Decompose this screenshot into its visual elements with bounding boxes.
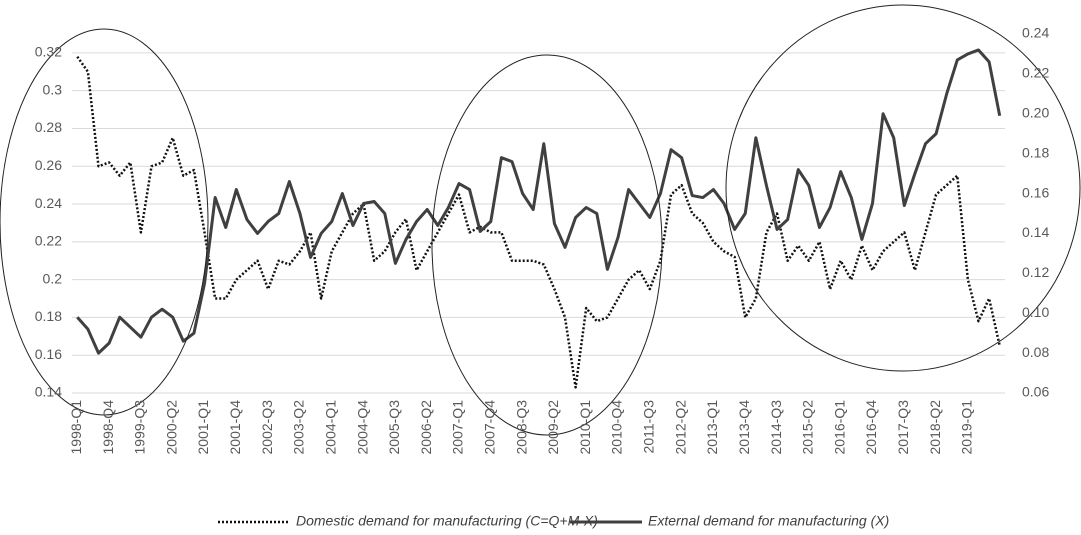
x-tick-label: 2002-Q3 [259, 400, 275, 455]
y2-tick-label: 0.06 [1022, 384, 1049, 400]
x-tick-label: 2011-Q3 [641, 400, 657, 454]
x-tick-label: 2001-Q1 [195, 400, 211, 455]
x-tick-label: 2019-Q1 [959, 400, 975, 455]
x-tick-label: 2010-Q4 [609, 400, 625, 455]
y2-tick-label: 0.10 [1022, 304, 1049, 320]
x-tick-label: 2004-Q1 [322, 400, 338, 455]
x-tick-label: 2013-Q4 [736, 400, 752, 455]
x-tick-label: 2001-Q4 [227, 400, 243, 455]
y2-tick-label: 0.22 [1022, 65, 1049, 81]
y2-tick-label: 0.16 [1022, 184, 1049, 200]
y-tick-label: 0.18 [35, 308, 62, 324]
x-tick-label: 2009-Q2 [545, 400, 561, 455]
y-tick-label: 0.14 [35, 384, 62, 400]
x-tick-label: 2008-Q3 [513, 400, 529, 455]
y-tick-label: 0.26 [35, 157, 62, 173]
x-tick-label: 1998-Q1 [68, 400, 84, 455]
x-tick-label: 2017-Q3 [895, 400, 911, 455]
x-tick-label: 2018-Q2 [927, 400, 943, 455]
data-line [76, 48, 1002, 355]
y-tick-label: 0.24 [35, 195, 62, 211]
x-tick-label: 1998-Q4 [100, 400, 116, 455]
x-tick-label: 2000-Q2 [163, 400, 179, 455]
x-tick-label: 2007-Q4 [481, 400, 497, 455]
highlight-ellipse [431, 54, 663, 436]
y2-tick-label: 0.08 [1022, 344, 1049, 360]
legend-label: External demand for manufacturing (X) [648, 513, 889, 529]
legend-label: Domestic demand for manufacturing (C=Q+M… [296, 513, 598, 529]
x-tick-label: 2016-Q4 [863, 400, 879, 455]
y2-tick-label: 0.24 [1022, 25, 1049, 41]
x-tick-label: 2010-Q1 [577, 400, 593, 455]
highlight-ellipse [725, 4, 1081, 372]
x-tick-label: 2005-Q3 [386, 400, 402, 455]
x-tick-label: 2007-Q1 [450, 400, 466, 455]
x-tick-label: 2015-Q2 [800, 400, 816, 455]
x-tick-label: 2013-Q1 [704, 400, 720, 455]
data-line [76, 55, 1001, 389]
y2-tick-label: 0.14 [1022, 224, 1049, 240]
x-tick-label: 2003-Q2 [291, 400, 307, 455]
y-tick-label: 0.32 [35, 44, 62, 60]
y2-tick-label: 0.18 [1022, 144, 1049, 160]
x-tick-label: 1999-Q3 [132, 400, 148, 455]
x-tick-label: 2012-Q2 [672, 400, 688, 455]
x-tick-label: 2016-Q1 [831, 400, 847, 455]
y-tick-label: 0.3 [43, 81, 63, 97]
x-tick-label: 2006-Q2 [418, 400, 434, 455]
x-tick-label: 2014-Q3 [768, 400, 784, 455]
y2-tick-label: 0.12 [1022, 264, 1049, 280]
y2-tick-label: 0.20 [1022, 104, 1049, 120]
x-tick-label: 2004-Q4 [354, 400, 370, 455]
y-tick-label: 0.2 [43, 270, 63, 286]
y-tick-label: 0.28 [35, 119, 62, 135]
y-tick-label: 0.22 [35, 233, 62, 249]
y-tick-label: 0.16 [35, 346, 62, 362]
highlight-ellipse [0, 28, 209, 416]
